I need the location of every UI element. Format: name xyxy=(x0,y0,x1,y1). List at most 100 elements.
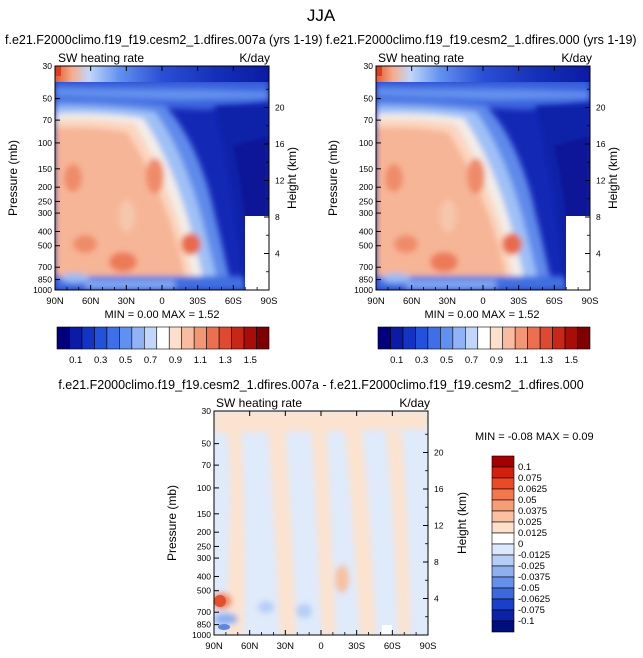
colorbar-swatch xyxy=(491,488,515,501)
y-tick-label: 150 xyxy=(359,164,373,174)
colorbar-top-left: 0.1 0.3 0.5 0.7 0.9 1.1 1.3 1.5 xyxy=(56,326,270,366)
min-max-text: MIN = -0.08 MAX = 0.09 xyxy=(475,431,594,443)
y-tick-label: 1000 xyxy=(33,285,52,295)
heatmap-plot-area xyxy=(55,66,269,290)
colorbar-swatch xyxy=(552,326,566,350)
colorbar-swatch xyxy=(231,326,245,350)
panel-left-label: SW heating rate xyxy=(216,396,302,410)
colorbar-label: 0.5 xyxy=(119,355,132,366)
y-tick-label: 400 xyxy=(359,226,373,236)
colorbar-label: -0.075 xyxy=(518,605,545,616)
panel-right-label: K/day xyxy=(399,396,430,410)
colorbar-swatch xyxy=(440,326,454,350)
colorbar-swatch xyxy=(491,554,515,567)
colorbar-swatch xyxy=(193,326,207,350)
colorbar-swatch xyxy=(402,326,416,350)
y-tick-label: 70 xyxy=(43,115,53,125)
y-tick-label: 400 xyxy=(38,226,52,236)
y-axis-label: Pressure (mb) xyxy=(165,485,179,561)
y-tick-label: 50 xyxy=(202,439,212,449)
y-tick-label: 150 xyxy=(38,164,52,174)
x-tick-label: 30N xyxy=(277,641,295,652)
panel-right-label: K/day xyxy=(561,51,592,65)
colorbar-label: -0.05 xyxy=(518,583,540,594)
colorbar-swatch xyxy=(539,326,553,350)
colorbar-swatch xyxy=(377,326,391,350)
x-tick-label: 90S xyxy=(261,296,278,307)
heatmap-plot-area xyxy=(212,411,428,635)
y-right-tick-label: 20 xyxy=(596,102,606,112)
y-tick-label: 300 xyxy=(38,208,52,218)
colorbar-swatch xyxy=(491,620,515,633)
y-right-tick-label: 12 xyxy=(275,175,285,185)
y-tick-label: 200 xyxy=(38,182,52,192)
colorbar-label: 1.5 xyxy=(565,355,578,366)
y-tick-label: 850 xyxy=(38,275,52,285)
colorbar-swatch xyxy=(181,326,195,350)
colorbar-swatch xyxy=(491,532,515,545)
colorbar-swatch xyxy=(218,326,232,350)
y-tick-label: 1000 xyxy=(354,285,373,295)
colorbar-swatch xyxy=(527,326,541,350)
y-tick-label: 500 xyxy=(197,586,211,596)
colorbar-label: 0.1 xyxy=(518,462,531,473)
x-tick-label: 0 xyxy=(159,296,164,307)
y-tick-label: 1000 xyxy=(192,630,211,640)
colorbar-label: 1.5 xyxy=(244,355,257,366)
y-tick-label: 100 xyxy=(197,483,211,493)
y-right-axis-label: Height (km) xyxy=(606,147,620,209)
colorbar-label: 1.1 xyxy=(194,355,207,366)
panel-title: f.e21.F2000climo.f19_f19.cesm2_1.dfires.… xyxy=(5,33,323,47)
colorbar-label: 0.1 xyxy=(390,355,403,366)
y-tick-label: 70 xyxy=(202,460,212,470)
colorbar-swatch xyxy=(69,326,83,350)
y-tick-label: 100 xyxy=(38,138,52,148)
colorbar-swatch xyxy=(491,477,515,490)
colorbar-swatch xyxy=(256,326,270,350)
colorbar-swatch xyxy=(489,326,504,350)
colorbar-label: 0.0125 xyxy=(518,528,547,539)
x-tick-label: 30N xyxy=(118,296,136,307)
x-tick-label: 60S xyxy=(384,641,401,652)
y-tick-label: 700 xyxy=(197,607,211,617)
x-tick-label: 90N xyxy=(46,296,64,307)
x-tick-label: 30S xyxy=(348,641,365,652)
colorbar-label: 0.0375 xyxy=(518,506,547,517)
y-tick-label: 250 xyxy=(197,541,211,551)
panel-top-left: f.e21.F2000climo.f19_f19.cesm2_1.dfires.… xyxy=(5,33,323,321)
colorbar-swatch xyxy=(491,609,515,622)
colorbar-swatch xyxy=(491,466,515,479)
heatmap-plot-area xyxy=(376,66,590,290)
colorbar-label: 0.9 xyxy=(169,355,182,366)
x-tick-label: 60S xyxy=(546,296,563,307)
panel-left-label: SW heating rate xyxy=(378,51,464,65)
y-tick-label: 300 xyxy=(359,208,373,218)
colorbar-swatch xyxy=(427,326,441,350)
colorbar-swatch xyxy=(119,326,133,350)
y-tick-label: 200 xyxy=(359,182,373,192)
colorbar-label: 0.3 xyxy=(94,355,107,366)
colorbar-swatch xyxy=(502,326,516,350)
colorbar-bottom: 0.10.0750.06250.050.03750.0250.01250-0.0… xyxy=(491,455,550,633)
y-tick-label: 850 xyxy=(359,275,373,285)
colorbar-label: 1.1 xyxy=(515,355,528,366)
y-right-tick-label: 8 xyxy=(434,557,439,567)
colorbar-swatch xyxy=(564,326,578,350)
x-tick-label: 60N xyxy=(403,296,421,307)
y-right-tick-label: 20 xyxy=(275,102,285,112)
y-right-tick-label: 16 xyxy=(596,139,606,149)
colorbar-label: 0.7 xyxy=(465,355,478,366)
x-tick-label: 30N xyxy=(439,296,457,307)
colorbar-swatch xyxy=(477,326,491,350)
y-right-tick-label: 4 xyxy=(596,248,601,258)
axes-panel-0: 90N 60N 30N 0 30S 60S 90S 30 50 70 100 150 200 250 300… xyxy=(33,61,285,307)
colorbar-swatch xyxy=(143,326,158,350)
min-max-text: MIN = 0.00 MAX = 1.52 xyxy=(105,309,220,321)
axes-panel-1: 90N 60N 30N 0 30S 60S 90S 30 50 70 100 150 200 250 300… xyxy=(354,61,606,307)
x-tick-label: 0 xyxy=(318,641,323,652)
y-axis-label: Pressure (mb) xyxy=(326,140,340,216)
colorbar-label: 0.1 xyxy=(69,355,82,366)
colorbar-swatch xyxy=(415,326,429,350)
y-tick-label: 100 xyxy=(359,138,373,148)
